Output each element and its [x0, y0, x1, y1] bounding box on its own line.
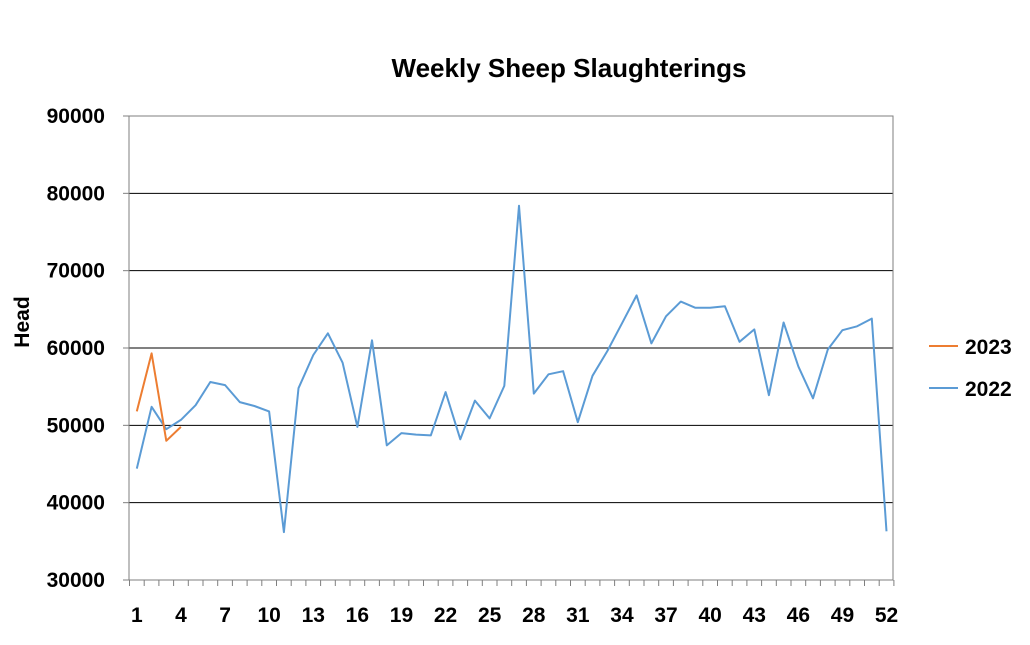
x-tick-label: 7 — [219, 604, 231, 627]
y-tick-label: 60000 — [47, 337, 105, 360]
series-line-2022 — [135, 204, 888, 534]
y-tick-label: 50000 — [47, 414, 105, 437]
chart-title: Weekly Sheep Slaughterings — [392, 53, 747, 83]
axes: 30000 40000 50000 60000 70000 80000 90000 1 4 7 10… — [47, 105, 899, 627]
x-tick-label: 34 — [610, 604, 634, 627]
x-tick-label: 37 — [654, 604, 677, 627]
x-tick-label: 22 — [434, 604, 457, 627]
y-tick-label: 90000 — [47, 105, 105, 128]
x-tick-label: 19 — [390, 604, 413, 627]
x-tick-label: 16 — [346, 604, 369, 627]
y-tick-label: 70000 — [47, 260, 105, 283]
series-layer — [135, 204, 888, 534]
y-tick-label: 30000 — [47, 569, 105, 592]
legend: 2023 2022 — [929, 336, 1012, 401]
x-tick-label: 46 — [787, 604, 810, 627]
x-tick-label: 10 — [257, 604, 280, 627]
x-tick-label: 31 — [566, 604, 590, 627]
legend-label-2023: 2023 — [965, 336, 1012, 359]
y-tick-label: 80000 — [47, 182, 105, 205]
x-tick-label: 49 — [831, 604, 854, 627]
x-tick-label: 4 — [175, 604, 187, 627]
y-axis-label: Head — [11, 296, 34, 347]
series-line-2023 — [135, 352, 182, 442]
x-tick-label: 52 — [875, 604, 898, 627]
x-tick-label: 43 — [743, 604, 766, 627]
legend-label-2022: 2022 — [965, 378, 1012, 401]
x-tick-label: 1 — [131, 604, 143, 627]
x-tick-label: 25 — [478, 604, 502, 627]
x-tick-label: 40 — [698, 604, 721, 627]
x-tick-label: 13 — [302, 604, 325, 627]
y-tick-label: 40000 — [47, 492, 105, 515]
x-tick-label: 28 — [522, 604, 546, 627]
